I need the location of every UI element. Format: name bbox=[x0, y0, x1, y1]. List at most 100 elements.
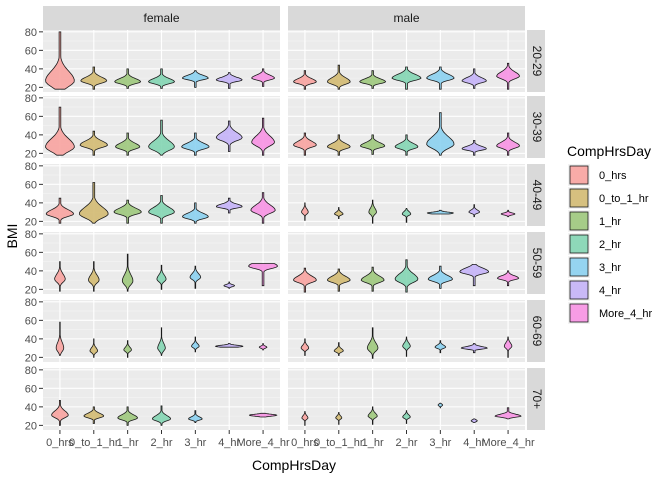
violin-40-49-male-4_hr bbox=[468, 204, 480, 218]
violin-30-39-male-3_hr bbox=[426, 112, 455, 156]
violin-20-29-male-More_4_hr bbox=[496, 62, 520, 90]
violin-20-29-male-4_hr bbox=[461, 68, 487, 89]
violin-50-59-male-4_hr bbox=[459, 264, 490, 287]
legend-label-3_hr: 3_hr bbox=[599, 262, 621, 274]
legend-title: CompHrsDay bbox=[567, 143, 651, 159]
violin-70+-male-1_hr bbox=[367, 406, 378, 425]
violin-30-39-male-2_hr bbox=[394, 134, 419, 156]
violin-60-69-female-1_hr bbox=[123, 340, 132, 358]
violin-30-39-female-1_hr bbox=[115, 132, 141, 156]
row-strip-40-49 bbox=[527, 164, 545, 226]
legend-swatch-0_to_1_hr bbox=[569, 188, 589, 208]
y-tick-label: 40 bbox=[25, 334, 37, 346]
legend-label-4_hr: 4_hr bbox=[599, 285, 621, 297]
violin-30-39-female-2_hr bbox=[148, 119, 175, 156]
row-strip-label: 70+ bbox=[530, 389, 544, 409]
y-tick-label: 80 bbox=[25, 365, 37, 377]
violin-70+-female-2_hr bbox=[151, 405, 172, 426]
y-tick-label: 20 bbox=[25, 216, 37, 228]
violin-40-49-male-More_4_hr bbox=[500, 209, 516, 218]
violin-70+-male-More_4_hr bbox=[494, 407, 522, 420]
violin-60-69-male-3_hr bbox=[434, 340, 447, 354]
x-tick-label: 4_hr bbox=[218, 437, 240, 449]
violin-70+-male-0_hrs bbox=[301, 411, 309, 426]
violin-60-69-male-1_hr bbox=[366, 327, 379, 359]
legend-label-More_4_hr: More_4_hr bbox=[599, 308, 653, 320]
violin-30-39-female-More_4_hr bbox=[251, 117, 275, 156]
violin-40-49-female-4_hr bbox=[215, 197, 243, 214]
legend-swatch-0_hrs bbox=[569, 165, 589, 185]
y-tick-label: 40 bbox=[25, 266, 37, 278]
violin-30-39-male-4_hr bbox=[461, 140, 487, 156]
violin-20-29-male-0_to_1_hr bbox=[327, 64, 351, 90]
x-tick-label: 3_hr bbox=[184, 437, 206, 449]
violin-20-29-male-3_hr bbox=[426, 66, 455, 90]
row-strip-30-39 bbox=[527, 96, 545, 158]
violin-70+-female-0_hrs bbox=[51, 400, 69, 426]
violin-70+-male-2_hr bbox=[402, 410, 411, 424]
legend-swatch-4_hr bbox=[569, 280, 589, 300]
violin-40-49-female-0_hrs bbox=[45, 197, 75, 224]
violin-40-49-male-3_hr bbox=[426, 209, 454, 215]
y-tick-label: 20 bbox=[25, 148, 37, 160]
violin-40-49-male-0_hrs bbox=[301, 202, 309, 221]
y-axis-title: BMI bbox=[4, 224, 20, 249]
violin-20-29-male-1_hr bbox=[359, 70, 387, 89]
violin-60-69-female-0_hrs bbox=[55, 321, 65, 356]
violin-30-39-female-3_hr bbox=[181, 132, 210, 156]
column-strip-female bbox=[43, 6, 280, 30]
row-strip-20-29 bbox=[527, 30, 545, 92]
y-tick-label: 40 bbox=[25, 64, 37, 76]
x-tick-label: More_4_hr bbox=[481, 437, 535, 449]
violin-50-59-female-2_hr bbox=[156, 264, 167, 290]
violin-30-39-male-1_hr bbox=[360, 134, 386, 155]
x-tick-label: 4_hr bbox=[463, 437, 485, 449]
violin-20-29-female-0_to_1_hr bbox=[80, 66, 108, 90]
x-tick-label: 0_to_1_hr bbox=[314, 437, 364, 449]
row-strip-50-59 bbox=[527, 232, 545, 294]
y-tick-label: 60 bbox=[25, 179, 37, 191]
violin-30-39-male-0_to_1_hr bbox=[326, 134, 351, 156]
violin-40-49-female-2_hr bbox=[148, 195, 175, 224]
violin-50-59-male-1_hr bbox=[360, 266, 385, 292]
violin-20-29-female-2_hr bbox=[147, 68, 176, 89]
row-strip-label: 30-39 bbox=[530, 112, 544, 143]
violin-60-69-female-0_to_1_hr bbox=[89, 338, 99, 358]
violin-50-59-male-0_hrs bbox=[293, 267, 317, 293]
row-strip-70+ bbox=[527, 368, 545, 430]
legend-swatch-2_hr bbox=[569, 234, 589, 254]
violin-70+-male-0_to_1_hr bbox=[335, 412, 343, 425]
violin-70+-female-3_hr bbox=[188, 410, 203, 423]
legend-label-0_to_1_hr: 0_to_1_hr bbox=[599, 193, 649, 205]
violin-50-59-male-3_hr bbox=[427, 265, 453, 289]
violin-40-49-female-More_4_hr bbox=[250, 192, 276, 224]
violin-40-49-female-0_to_1_hr bbox=[78, 182, 109, 224]
y-tick-label: 80 bbox=[25, 27, 37, 39]
violin-50-59-male-0_to_1_hr bbox=[326, 268, 351, 292]
column-strip-male bbox=[288, 6, 525, 30]
x-tick-label: 1_hr bbox=[362, 437, 384, 449]
violin-40-49-male-1_hr bbox=[368, 199, 377, 224]
x-tick-label: 2_hr bbox=[395, 437, 417, 449]
violin-60-69-male-More_4_hr bbox=[503, 336, 513, 358]
x-axis-title: CompHrsDay bbox=[252, 457, 336, 473]
violin-60-69-female-2_hr bbox=[157, 327, 166, 356]
violin-70+-female-1_hr bbox=[117, 406, 138, 426]
y-tick-label: 80 bbox=[25, 93, 37, 105]
column-strip-label-female: female bbox=[143, 11, 179, 25]
y-tick-label: 80 bbox=[25, 229, 37, 241]
row-strip-label: 40-49 bbox=[530, 180, 544, 211]
violin-50-59-female-4_hr bbox=[223, 281, 235, 289]
x-tick-label: 0_to_1_hr bbox=[69, 437, 119, 449]
y-tick-label: 80 bbox=[25, 161, 37, 173]
violin-30-39-male-0_hrs bbox=[293, 132, 317, 156]
x-tick-label: 3_hr bbox=[429, 437, 451, 449]
legend-swatch-3_hr bbox=[569, 257, 589, 277]
violin-40-49-female-3_hr bbox=[182, 202, 209, 224]
y-tick-label: 20 bbox=[25, 82, 37, 94]
row-strip-label: 20-29 bbox=[530, 46, 544, 77]
violin-20-29-female-1_hr bbox=[114, 68, 142, 89]
row-strip-60-69 bbox=[527, 300, 545, 362]
violin-60-69-male-0_to_1_hr bbox=[333, 342, 344, 356]
violin-50-59-female-3_hr bbox=[189, 265, 202, 289]
